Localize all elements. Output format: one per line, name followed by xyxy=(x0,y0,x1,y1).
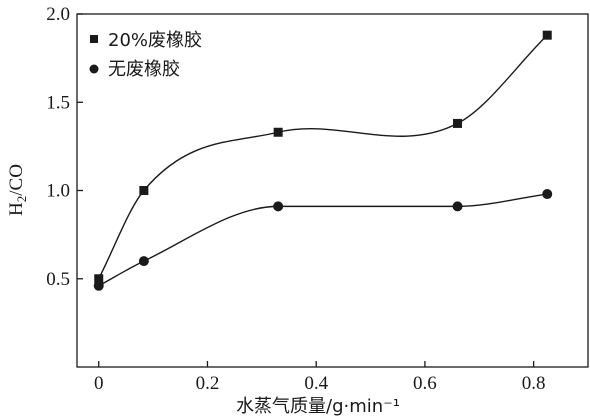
y-tick-label: 1.0 xyxy=(46,181,70,202)
x-tick-label: 0 xyxy=(94,373,104,394)
legend-marker-circle xyxy=(89,64,99,74)
legend: 20%废橡胶 无废橡胶 xyxy=(89,30,202,80)
data-point-circle xyxy=(542,189,553,200)
x-tick-label: 0.6 xyxy=(413,373,437,394)
legend-label-series-2: 无废橡胶 xyxy=(108,59,180,80)
data-point-square xyxy=(94,274,104,284)
y-axis-title-subscript: 2 xyxy=(14,196,29,203)
fit-curve-series-2 xyxy=(98,193,548,287)
legend-marker-square xyxy=(90,35,98,43)
y-axis-title: H2/CO xyxy=(6,164,29,216)
x-tick-label: 0.2 xyxy=(196,373,220,394)
data-point-circle xyxy=(138,256,149,267)
fit-curve-series-1 xyxy=(98,34,548,280)
y-tick-label: 0.5 xyxy=(46,269,70,290)
data-point-square xyxy=(542,30,552,40)
data-point-square xyxy=(273,127,283,137)
data-points xyxy=(93,30,553,291)
data-point-circle xyxy=(93,280,104,291)
y-tick-label: 1.5 xyxy=(46,92,70,113)
legend-label-series-1: 20%废橡胶 xyxy=(108,30,202,51)
x-tick-label: 0.4 xyxy=(304,373,328,394)
axis-ticks xyxy=(77,13,535,367)
y-axis-title-main: H xyxy=(6,202,27,216)
x-tick-label: 0.8 xyxy=(522,373,546,394)
y-tick-label: 2.0 xyxy=(46,4,70,25)
data-point-square xyxy=(139,186,149,195)
data-point-circle xyxy=(452,201,463,212)
axis-tick-labels: 0 0.2 0.4 0.6 0.8 0.5 1.0 1.5 2.0 xyxy=(46,4,545,394)
data-point-square xyxy=(453,118,463,128)
data-point-circle xyxy=(273,201,284,212)
y-axis-title-tail: /CO xyxy=(6,164,27,196)
x-axis-title: 水蒸气质量/g·min⁻¹ xyxy=(236,396,400,417)
